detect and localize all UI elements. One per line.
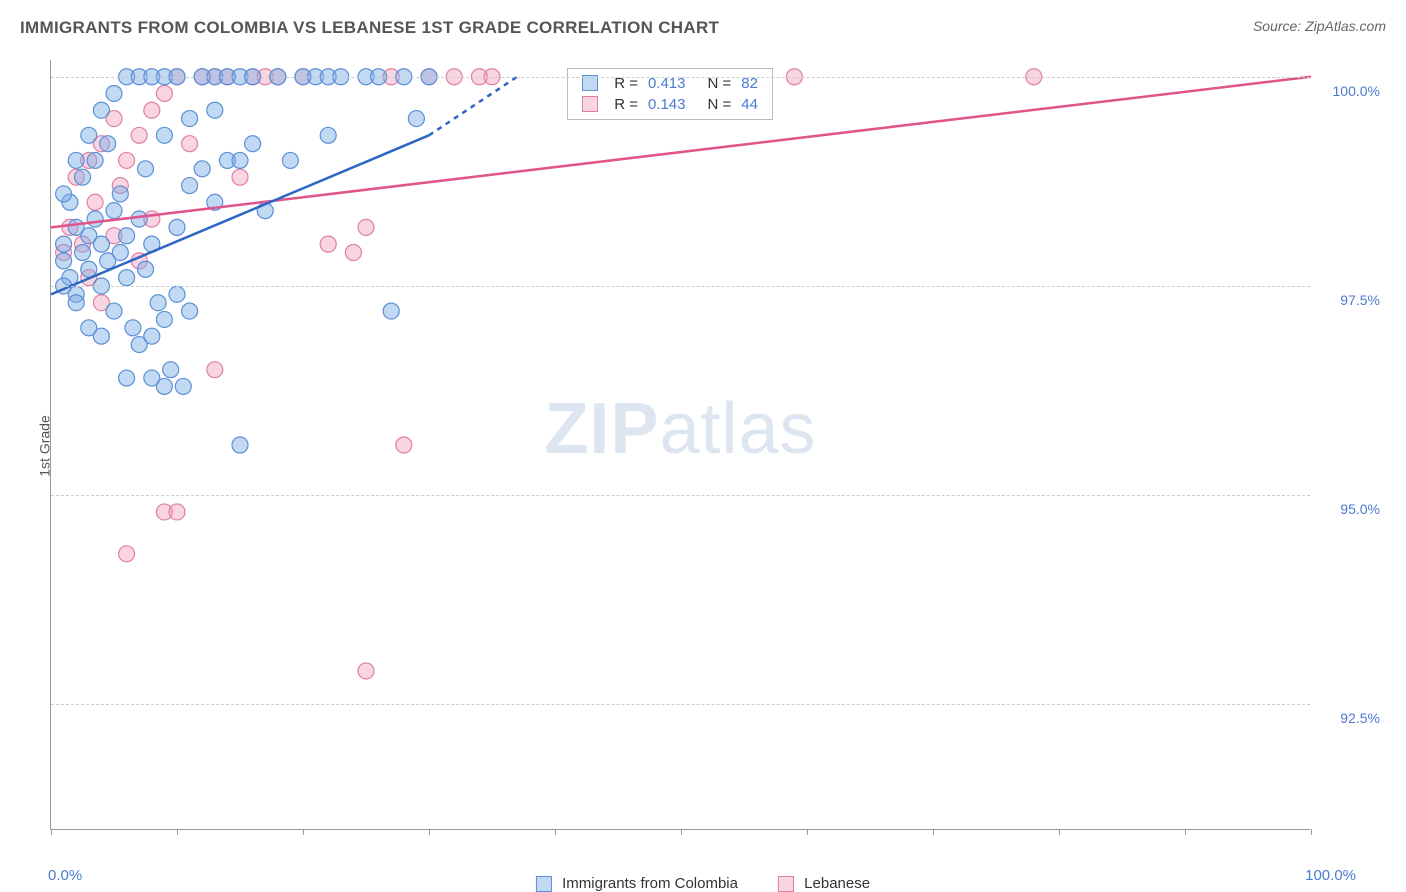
source-label: Source: ZipAtlas.com: [1253, 18, 1386, 34]
point-lebanese: [119, 546, 135, 562]
point-lebanese: [396, 437, 412, 453]
point-colombia: [112, 245, 128, 261]
swatch-lebanese-icon: [778, 876, 794, 892]
point-colombia: [320, 127, 336, 143]
point-lebanese: [87, 194, 103, 210]
gridline: [51, 77, 1310, 78]
y-tick-label: 92.5%: [1340, 710, 1380, 726]
gridline: [51, 495, 1310, 496]
point-colombia: [156, 311, 172, 327]
x-tick: [933, 829, 934, 835]
point-lebanese: [345, 245, 361, 261]
x-tick: [177, 829, 178, 835]
point-colombia: [106, 303, 122, 319]
stats-legend: R =0.413 N =82 R =0.143 N =44: [567, 68, 773, 120]
x-tick: [429, 829, 430, 835]
legend-label-colombia: Immigrants from Colombia: [562, 875, 738, 892]
point-colombia: [119, 228, 135, 244]
point-lebanese: [156, 85, 172, 101]
point-colombia: [156, 127, 172, 143]
legend-item-lebanese: Lebanese: [778, 875, 870, 892]
trend-colombia-dashed: [429, 77, 517, 136]
gridline: [51, 286, 1310, 287]
point-colombia: [87, 152, 103, 168]
point-colombia: [163, 362, 179, 378]
x-tick: [681, 829, 682, 835]
point-colombia: [93, 236, 109, 252]
point-colombia: [93, 102, 109, 118]
point-colombia: [144, 328, 160, 344]
point-colombia: [106, 85, 122, 101]
x-tick: [555, 829, 556, 835]
point-colombia: [175, 378, 191, 394]
x-tick: [1059, 829, 1060, 835]
point-colombia: [169, 286, 185, 302]
chart-title: IMMIGRANTS FROM COLOMBIA VS LEBANESE 1ST…: [20, 18, 719, 37]
point-colombia: [75, 245, 91, 261]
point-colombia: [383, 303, 399, 319]
point-colombia: [138, 161, 154, 177]
x-tick: [51, 829, 52, 835]
swatch-colombia-icon: [536, 876, 552, 892]
y-tick-label: 100.0%: [1333, 83, 1380, 99]
legend-bottom: Immigrants from Colombia Lebanese: [536, 875, 870, 892]
y-tick-label: 95.0%: [1340, 501, 1380, 517]
point-colombia: [75, 169, 91, 185]
point-colombia: [232, 437, 248, 453]
point-lebanese: [358, 663, 374, 679]
scatter-plot: ZIPatlas R =0.413 N =82 R =0.143 N =44 1…: [50, 60, 1310, 830]
point-colombia: [182, 178, 198, 194]
point-colombia: [232, 152, 248, 168]
legend-label-lebanese: Lebanese: [804, 875, 870, 892]
point-lebanese: [119, 152, 135, 168]
point-colombia: [81, 320, 97, 336]
gridline: [51, 704, 1310, 705]
point-colombia: [125, 320, 141, 336]
point-colombia: [408, 111, 424, 127]
point-colombia: [207, 102, 223, 118]
x-tick: [1185, 829, 1186, 835]
point-lebanese: [144, 102, 160, 118]
point-colombia: [87, 211, 103, 227]
point-colombia: [182, 111, 198, 127]
point-colombia: [282, 152, 298, 168]
point-colombia: [119, 370, 135, 386]
swatch-lebanese: [582, 96, 598, 112]
point-colombia: [144, 370, 160, 386]
point-colombia: [131, 211, 147, 227]
point-colombia: [182, 303, 198, 319]
point-lebanese: [232, 169, 248, 185]
point-colombia: [56, 236, 72, 252]
point-colombia: [68, 295, 84, 311]
point-colombia: [100, 136, 116, 152]
point-colombia: [112, 186, 128, 202]
x-min-label: 0.0%: [48, 867, 82, 884]
point-colombia: [106, 203, 122, 219]
point-colombia: [56, 186, 72, 202]
point-colombia: [68, 152, 84, 168]
point-colombia: [169, 219, 185, 235]
point-lebanese: [131, 127, 147, 143]
x-tick: [807, 829, 808, 835]
stats-row-lebanese: R =0.143 N =44: [568, 94, 772, 115]
point-colombia: [81, 127, 97, 143]
point-colombia: [56, 253, 72, 269]
x-tick: [1311, 829, 1312, 835]
point-colombia: [245, 136, 261, 152]
point-colombia: [119, 270, 135, 286]
point-lebanese: [358, 219, 374, 235]
point-colombia: [150, 295, 166, 311]
point-lebanese: [320, 236, 336, 252]
plot-svg: [51, 60, 1311, 830]
legend-item-colombia: Immigrants from Colombia: [536, 875, 738, 892]
y-tick-label: 97.5%: [1340, 292, 1380, 308]
point-colombia: [194, 161, 210, 177]
x-tick: [303, 829, 304, 835]
x-max-label: 100.0%: [1305, 867, 1356, 884]
point-lebanese: [182, 136, 198, 152]
point-colombia: [138, 261, 154, 277]
point-lebanese: [169, 504, 185, 520]
point-lebanese: [207, 362, 223, 378]
